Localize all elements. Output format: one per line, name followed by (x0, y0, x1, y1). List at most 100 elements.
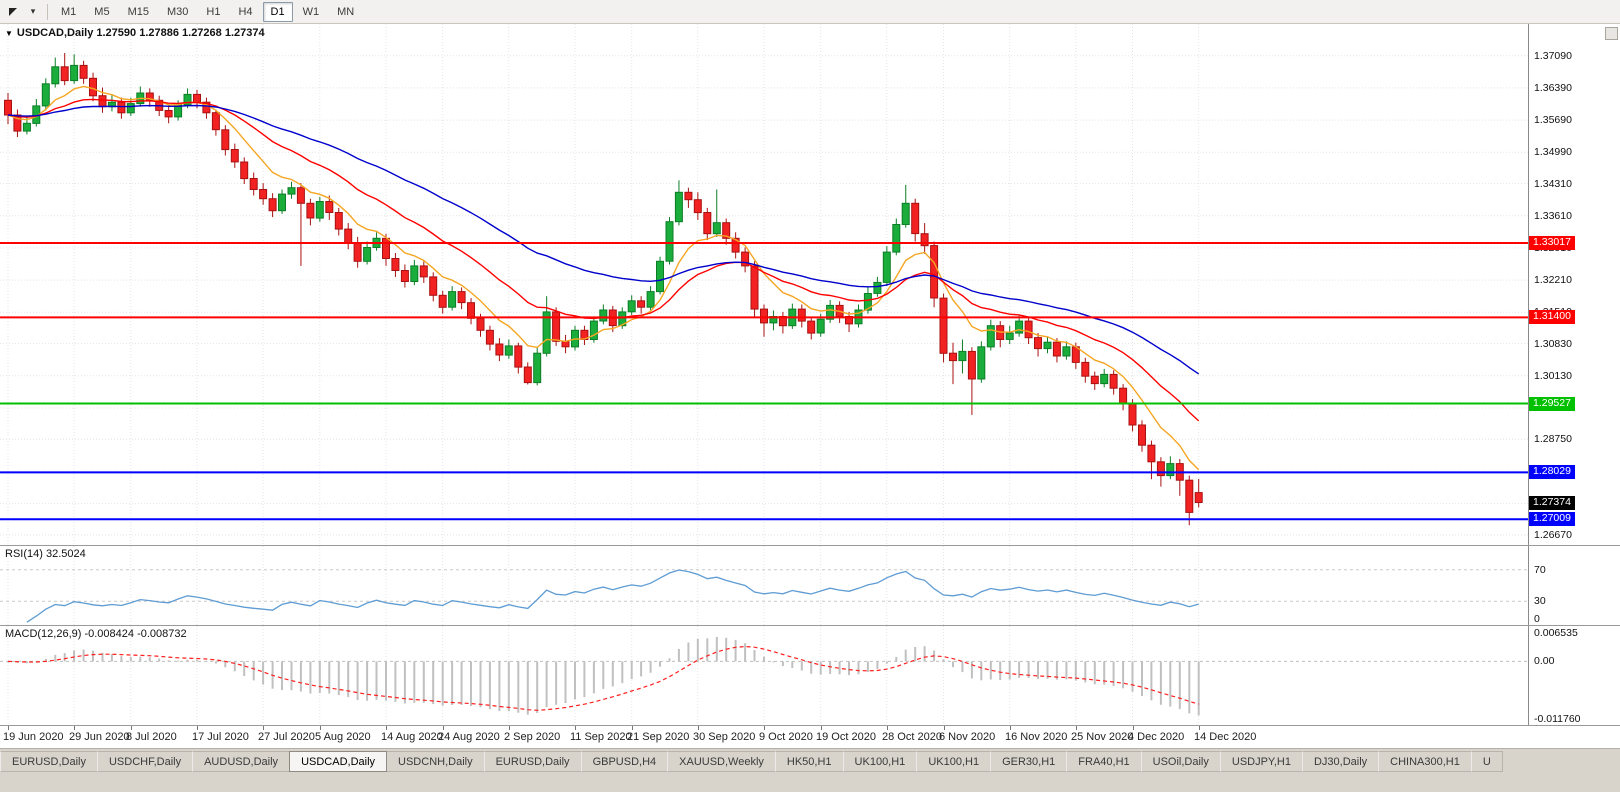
time-axis-tick (698, 726, 699, 730)
chart-cursor-icon[interactable] (4, 3, 22, 21)
pane-separator-3[interactable] (0, 725, 1620, 726)
tab-14-usdjpy-h1[interactable]: USDJPY,H1 (1219, 751, 1303, 772)
tab-12-fra40-h1[interactable]: FRA40,H1 (1066, 751, 1142, 772)
time-axis-tick (1133, 726, 1134, 730)
timeframe-button-m30[interactable]: M30 (166, 5, 189, 18)
timeframe-button-w1[interactable]: W1 (302, 5, 320, 18)
tab-4-usdcnh-daily[interactable]: USDCNH,Daily (386, 751, 485, 772)
tab-2-audusd-daily[interactable]: AUDUSD,Daily (192, 751, 291, 772)
tab-9-uk100-h1[interactable]: UK100,H1 (842, 751, 918, 772)
price-axis-label: 1.30830 (1534, 338, 1572, 350)
time-axis-label: 14 Dec 2020 (1194, 731, 1257, 743)
tab-7-xauusd-weekly[interactable]: XAUUSD,Weekly (667, 751, 776, 772)
time-axis-tick (263, 726, 264, 730)
macd-axis[interactable]: 0.006535 0.00 -0.011760 (1528, 626, 1620, 725)
time-axis-tick (509, 726, 510, 730)
rsi-plot[interactable]: RSI(14) 32.5024 (0, 546, 1528, 625)
pane-separator-1[interactable] (0, 545, 1620, 546)
ma-fast-line[interactable] (7, 85, 1200, 471)
macd-pane: MACD(12,26,9) -0.008424 -0.008732 0.0065… (0, 626, 1620, 725)
time-axis[interactable]: 19 Jun 2020 29 Jun 2020 8 Jul 2020 17 Jul 2… (0, 726, 1620, 748)
timeframe-button-d1[interactable]: D1 (262, 1, 293, 22)
time-axis-tick (575, 726, 576, 730)
tab-1-usdchf-daily[interactable]: USDCHF,Daily (96, 751, 194, 772)
time-axis-tick (386, 726, 387, 730)
price-axis-label: 1.35690 (1534, 114, 1572, 126)
chart-symbol-menu-icon[interactable]: ▼ (5, 28, 13, 38)
macd-signal-line[interactable] (7, 645, 1199, 711)
tab-6-gbpusd-h4[interactable]: GBPUSD,H4 (580, 751, 669, 772)
tab-15-dj30-daily[interactable]: DJ30,Daily (1301, 751, 1380, 772)
macd-histogram (7, 637, 1200, 716)
axis-scroll-button[interactable] (1605, 27, 1618, 40)
tab-17-u[interactable]: U (1470, 751, 1503, 772)
price-axis-label: 1.26670 (1534, 529, 1572, 541)
rsi-axis-label: 0 (1534, 613, 1540, 625)
time-axis-label: 24 Aug 2020 (438, 731, 500, 743)
rsi-axis-label: 70 (1534, 564, 1546, 576)
time-axis-tick (1010, 726, 1011, 730)
macd-svg (0, 626, 1528, 725)
candles-layer (4, 53, 1203, 526)
time-axis-label: 11 Sep 2020 (570, 731, 632, 743)
chart-title: ▼ USDCAD,Daily 1.27590 1.27886 1.27268 1… (5, 27, 265, 39)
main-chart-plot[interactable]: ▼ USDCAD,Daily 1.27590 1.27886 1.27268 1… (0, 24, 1528, 545)
macd-plot[interactable]: MACD(12,26,9) -0.008424 -0.008732 (0, 626, 1528, 725)
time-axis-label: 14 Aug 2020 (381, 731, 443, 743)
macd-axis-label: 0.00 (1534, 655, 1555, 667)
timeframe-button-h4[interactable]: H4 (238, 5, 253, 18)
rsi-axis[interactable]: 70 30 0 (1528, 546, 1620, 625)
ma-slow-line[interactable] (7, 104, 1200, 375)
tab-16-china300-h1[interactable]: CHINA300,H1 (1378, 751, 1472, 772)
main-chart-pane: ▼ USDCAD,Daily 1.27590 1.27886 1.27268 1… (0, 24, 1620, 545)
rsi-axis-label: 30 (1534, 595, 1546, 607)
grid-layer (0, 24, 1528, 545)
main-chart-svg (0, 24, 1528, 545)
time-axis-label: 16 Nov 2020 (1005, 731, 1068, 743)
timeframe-button-m5[interactable]: M5 (94, 5, 110, 18)
time-axis-label: 30 Sep 2020 (693, 731, 756, 743)
price-axis-label: 1.32210 (1534, 274, 1572, 286)
tab-11-ger30-h1[interactable]: GER30,H1 (990, 751, 1068, 772)
price-axis-label: 1.30130 (1534, 370, 1572, 382)
time-axis-label: 5 Aug 2020 (315, 731, 371, 743)
tab-5-eurusd-daily[interactable]: EURUSD,Daily (483, 751, 582, 772)
tab-3-usdcad-daily[interactable]: USDCAD,Daily (289, 751, 388, 772)
macd-axis-label: 0.006535 (1534, 627, 1578, 639)
rsi-label: RSI(14) 32.5024 (5, 548, 86, 560)
timeframe-button-h1[interactable]: H1 (206, 5, 221, 18)
tab-10-uk100-h1[interactable]: UK100,H1 (916, 751, 992, 772)
time-axis-tick (8, 726, 9, 730)
horizontal-lines-layer[interactable] (0, 242, 1528, 521)
hline-price-tag: 1.28029 (1529, 465, 1575, 479)
tab-13-usoil-daily[interactable]: USOil,Daily (1140, 751, 1221, 772)
price-axis-label: 1.28750 (1534, 433, 1572, 445)
macd-axis-label: -0.011760 (1534, 713, 1581, 725)
time-axis-label: 2 Sep 2020 (504, 731, 561, 743)
time-axis-tick (197, 726, 198, 730)
time-axis-label: 8 Jul 2020 (126, 731, 177, 743)
tab-8-hk50-h1[interactable]: HK50,H1 (774, 751, 844, 772)
timeframe-button-m15[interactable]: M15 (127, 5, 149, 18)
chart-type-dropdown-icon[interactable]: ▾ (30, 6, 36, 16)
tab-0-eurusd-daily[interactable]: EURUSD,Daily (0, 751, 98, 772)
time-axis-tick (632, 726, 633, 730)
rsi-line[interactable] (26, 569, 1199, 623)
time-axis-label: 28 Oct 2020 (882, 731, 942, 743)
time-axis-label: 21 Sep 2020 (627, 731, 690, 743)
hline-price-tag: 1.33017 (1529, 236, 1575, 250)
time-axis-tick (1199, 726, 1200, 730)
time-axis-label: 19 Jun 2020 (3, 731, 64, 743)
timeframe-button-m1[interactable]: M1 (61, 5, 77, 18)
rsi-pane: RSI(14) 32.5024 70 30 0 (0, 546, 1620, 625)
timeframe-button-mn[interactable]: MN (337, 5, 355, 18)
timeframe-toolbar: ▾ M1 M5 M15 M30 H1 H4 D1 W1 MN (0, 0, 1620, 24)
chart-tabs-bar: EURUSD,Daily USDCHF,Daily AUDUSD,Daily USDC… (0, 748, 1620, 792)
time-axis-label: 29 Jun 2020 (69, 731, 130, 743)
time-axis-tick (821, 726, 822, 730)
pane-separator-2[interactable] (0, 625, 1620, 626)
time-axis-tick (944, 726, 945, 730)
price-axis[interactable]: 1.37090 1.36390 1.35690 1.34990 1.34310 1.336… (1528, 24, 1620, 545)
ma-medium-line[interactable] (7, 98, 1200, 422)
current-price-tag: 1.27374 (1529, 496, 1575, 510)
